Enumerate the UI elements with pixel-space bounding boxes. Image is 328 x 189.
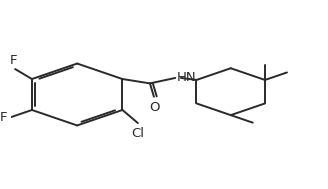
Text: F: F xyxy=(0,111,8,124)
Text: HN: HN xyxy=(176,71,196,84)
Text: F: F xyxy=(10,54,17,67)
Text: Cl: Cl xyxy=(132,127,145,140)
Text: O: O xyxy=(149,101,159,114)
